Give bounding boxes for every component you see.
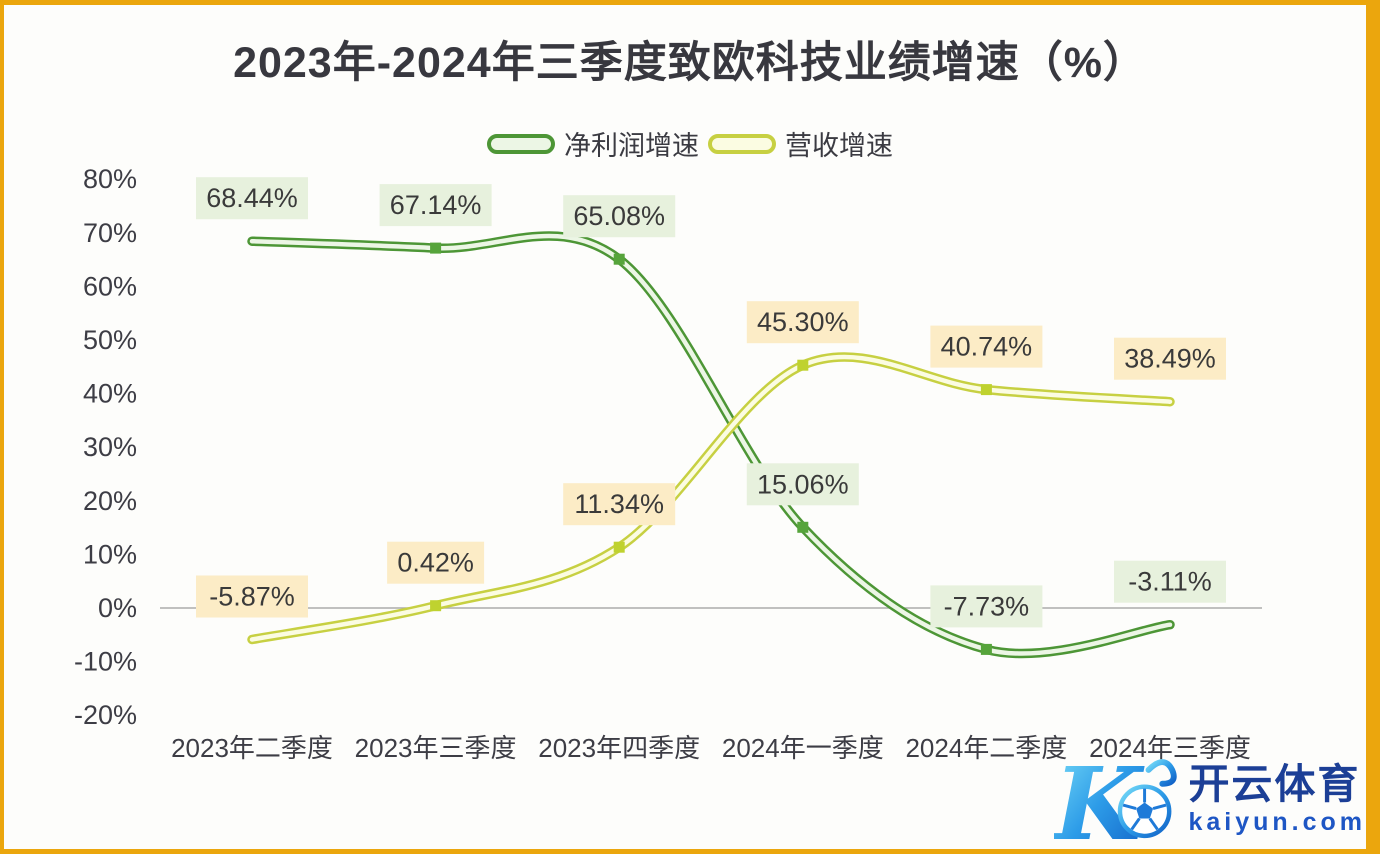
data-label: 38.49% bbox=[1124, 344, 1216, 374]
data-label-bg bbox=[930, 325, 1043, 368]
data-label-bg bbox=[379, 184, 492, 227]
y-tick-label: 60% bbox=[83, 271, 137, 301]
kaiyun-logo-icon: K bbox=[1054, 748, 1178, 852]
point-marker bbox=[430, 242, 442, 254]
data-label-bg bbox=[563, 483, 676, 526]
data-label-bg bbox=[1114, 337, 1226, 380]
legend-label-revenue: 营收增速 bbox=[785, 131, 893, 161]
point-marker bbox=[980, 643, 992, 655]
x-axis-label: 2024年三季度 bbox=[1089, 733, 1251, 763]
y-tick-label: 0% bbox=[98, 593, 137, 623]
watermark-domain: kaiyun.com bbox=[1188, 807, 1366, 836]
y-tick-label: -20% bbox=[74, 700, 137, 730]
data-label-bg bbox=[1114, 560, 1226, 603]
data-label-bg bbox=[387, 541, 485, 584]
data-label-bg bbox=[196, 575, 308, 618]
point-marker bbox=[613, 253, 625, 265]
point-marker bbox=[797, 359, 809, 371]
x-axis-label: 2023年二季度 bbox=[171, 733, 333, 763]
data-label: 68.44% bbox=[206, 183, 298, 213]
y-tick-label: 30% bbox=[83, 432, 137, 462]
x-axis-label: 2023年四季度 bbox=[538, 733, 700, 763]
chart-title: 2023年-2024年三季度致欧科技业绩增速（%） bbox=[233, 39, 1147, 87]
data-label-bg bbox=[746, 301, 859, 344]
point-marker bbox=[797, 521, 809, 533]
legend-label-net-profit: 净利润增速 bbox=[564, 131, 699, 161]
data-label: -7.73% bbox=[944, 591, 1030, 621]
legend-marker-net-profit bbox=[487, 133, 555, 154]
y-tick-label: 20% bbox=[83, 486, 137, 516]
data-label: 0.42% bbox=[397, 548, 474, 578]
legend: 净利润增速 营收增速 bbox=[0, 124, 1380, 163]
data-label-bg bbox=[196, 177, 308, 220]
data-label: -5.87% bbox=[209, 582, 295, 612]
data-label: 11.34% bbox=[574, 489, 664, 519]
x-axis-label: 2024年二季度 bbox=[905, 733, 1067, 763]
legend-marker-revenue bbox=[708, 133, 776, 154]
y-tick-label: 70% bbox=[83, 218, 137, 248]
data-label-bg bbox=[930, 585, 1043, 628]
point-marker bbox=[980, 384, 992, 396]
series-line-inner bbox=[249, 354, 1173, 642]
x-axis-label: 2024年一季度 bbox=[722, 733, 884, 763]
data-label: -3.11% bbox=[1128, 567, 1212, 597]
point-marker bbox=[613, 541, 625, 553]
y-tick-label: 80% bbox=[83, 164, 137, 194]
data-label: 67.14% bbox=[390, 190, 482, 220]
data-label-bg bbox=[563, 195, 676, 238]
data-label: 65.08% bbox=[573, 201, 665, 231]
y-tick-label: -10% bbox=[74, 647, 137, 677]
data-label: 45.30% bbox=[757, 307, 849, 337]
data-label: 40.74% bbox=[941, 332, 1033, 362]
y-tick-label: 10% bbox=[83, 539, 137, 569]
watermark: K 开云体育 kaiyun.com bbox=[1054, 748, 1366, 852]
data-label: 15.06% bbox=[757, 469, 849, 499]
watermark-brand: 开云体育 bbox=[1188, 761, 1361, 808]
y-tick-label: 40% bbox=[83, 379, 137, 409]
point-marker bbox=[430, 600, 442, 612]
y-tick-label: 50% bbox=[83, 325, 137, 355]
x-axis-label: 2023年三季度 bbox=[355, 733, 517, 763]
data-label-bg bbox=[746, 463, 859, 506]
